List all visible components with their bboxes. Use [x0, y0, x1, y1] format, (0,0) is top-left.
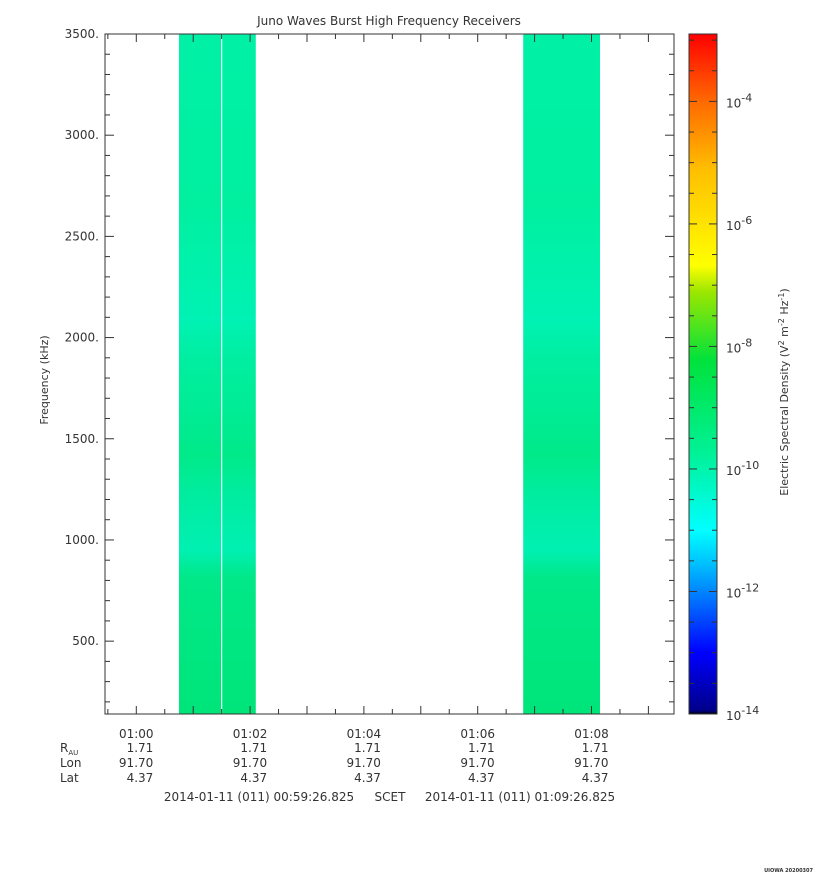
- y-tick-label: 500.: [72, 634, 99, 648]
- ephemeris-value: 1.71: [240, 741, 267, 755]
- ephemeris-value: 91.70: [347, 756, 381, 770]
- colorbar-ticks: 10-14 10-12 10-10 10-8 10-6 10-4: [689, 39, 759, 723]
- footer-stamp: UIOWA 20200307: [764, 868, 813, 874]
- ephemeris-value: 1.71: [354, 741, 381, 755]
- x-tick-label: 01:06: [460, 727, 495, 741]
- ephemeris-row-label: Lat: [60, 771, 79, 785]
- burst-bands: [178, 34, 601, 714]
- time-range-start: 2014-01-11 (011) 00:59:26.825: [164, 790, 354, 804]
- x-tick-label: 01:02: [233, 727, 268, 741]
- y-tick-label: 3500.: [65, 27, 99, 41]
- ephemeris-value: 1.71: [468, 741, 495, 755]
- ephemeris-table: RAU 1.71 1.71 1.71 1.71 1.71 Lon 91.70 91.70 91.7…: [60, 741, 608, 785]
- colorbar-tick-label: 10-10: [726, 459, 759, 478]
- colorbar-tick-label: 10-12: [726, 581, 759, 600]
- ephemeris-row-label: RAU: [60, 741, 78, 757]
- chart-title: Juno Waves Burst High Frequency Receiver…: [256, 14, 521, 28]
- x-tick-label: 01:08: [574, 727, 609, 741]
- y-axis: 500. 1000. 1500. 2000. 2500. 3000. 3500.: [65, 27, 674, 703]
- y-axis-label: Frequency (kHz): [38, 335, 51, 424]
- colorbar-tick-label: 10-6: [726, 214, 752, 233]
- ephemeris-value: 4.37: [582, 771, 609, 785]
- y-tick-label: 2500.: [65, 229, 99, 243]
- y-tick-label: 3000.: [65, 128, 99, 142]
- ephemeris-value: 4.37: [468, 771, 495, 785]
- colorbar-tick-label: 10-8: [726, 336, 752, 355]
- y-tick-label: 2000.: [65, 331, 99, 345]
- ephemeris-row-label: Lon: [60, 756, 81, 770]
- ephemeris-value: 4.37: [240, 771, 267, 785]
- x-axis: 01:00 01:02 01:04 01:06 01:08: [107, 34, 649, 741]
- ephemeris-value: 1.71: [127, 741, 154, 755]
- ephemeris-value: 91.70: [233, 756, 267, 770]
- ephemeris-value: 91.70: [460, 756, 494, 770]
- burst-band: [178, 34, 256, 714]
- ephemeris-value: 4.37: [354, 771, 381, 785]
- ephemeris-value: 4.37: [127, 771, 154, 785]
- colorbar-label: Electric Spectral Density (V2 m-2 Hz-1): [777, 288, 791, 495]
- x-tick-label: 01:00: [119, 727, 154, 741]
- time-range-end: 2014-01-11 (011) 01:09:26.825: [425, 790, 615, 804]
- colorbar-tick-label: 10-4: [726, 91, 752, 110]
- ephemeris-value: 1.71: [582, 741, 609, 755]
- ephemeris-value: 91.70: [119, 756, 153, 770]
- burst-band: [523, 34, 601, 714]
- ephemeris-value: 91.70: [574, 756, 608, 770]
- x-tick-label: 01:04: [347, 727, 382, 741]
- time-range-scet: SCET: [375, 790, 407, 804]
- colorbar: [688, 33, 718, 715]
- colorbar-tick-label: 10-14: [726, 704, 759, 723]
- y-tick-label: 1000.: [65, 533, 99, 547]
- y-tick-label: 1500.: [65, 432, 99, 446]
